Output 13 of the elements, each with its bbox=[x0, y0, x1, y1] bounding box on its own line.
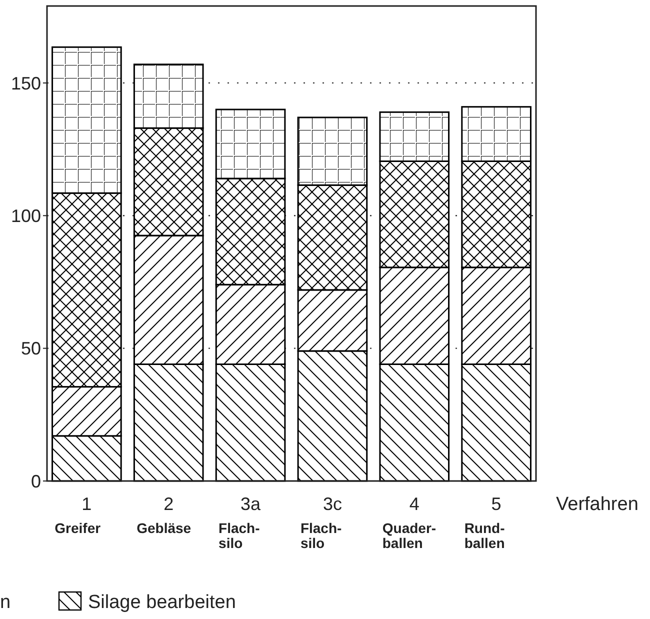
y-tick-label: 150 bbox=[10, 73, 41, 94]
x-axis-title: Verfahren bbox=[556, 494, 638, 515]
x-tick-label: 1 Greifer bbox=[54, 494, 102, 536]
x-tick-label: 3c Flach- silo bbox=[300, 494, 342, 551]
text: n bbox=[0, 592, 11, 613]
x-tick-label: 2 Gebläse bbox=[136, 494, 192, 536]
y-tick-label: 50 bbox=[20, 338, 41, 359]
x-tick-label: 4 Quader- ballen bbox=[382, 494, 436, 551]
x-tick-label: 5 Rund- ballen bbox=[464, 494, 506, 551]
y-tick-label: 0 bbox=[30, 471, 41, 492]
x-tick-label: 3a Flach- silo bbox=[218, 494, 262, 551]
legend-label: Silage bearbeiten bbox=[88, 592, 236, 613]
y-tick-label: 100 bbox=[10, 206, 41, 226]
